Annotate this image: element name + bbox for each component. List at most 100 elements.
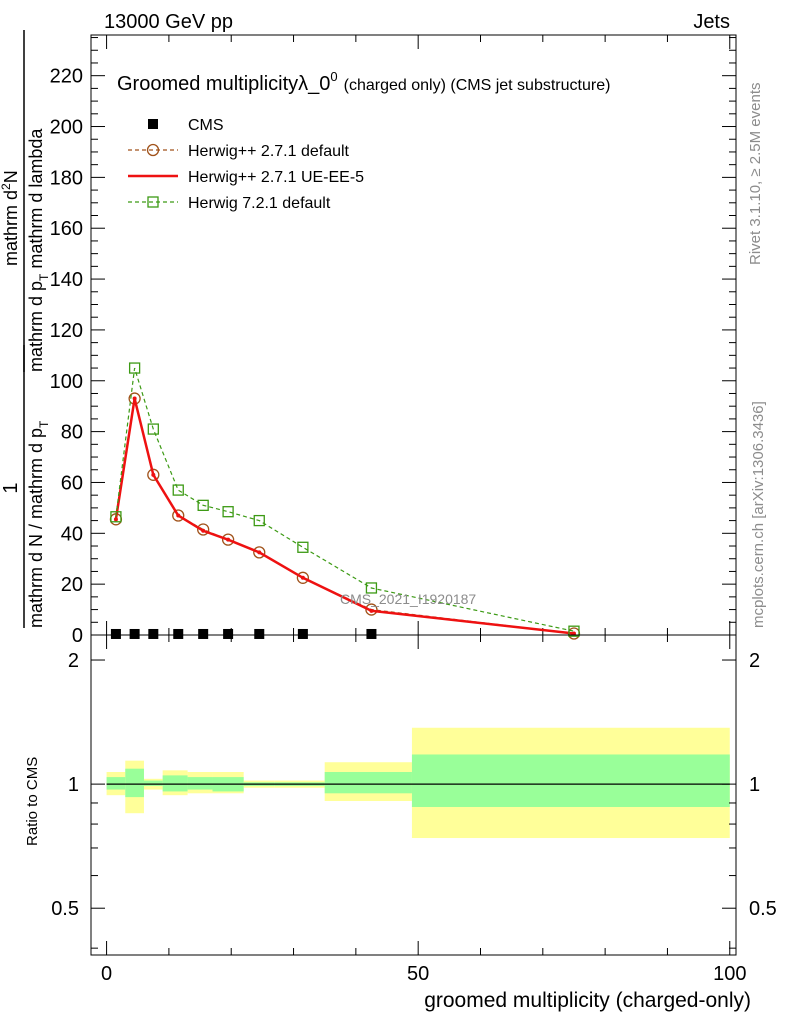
ratio-y-tick-label-right: 2 [749, 650, 760, 672]
series-point-herwigpp-ueee5 [300, 575, 305, 580]
cms-data-point [198, 628, 209, 639]
series-point-herwig7-default [128, 362, 141, 374]
ylabel-denominator-sub: T [37, 273, 51, 281]
ratio-y-tick-label-left: 0.5 [51, 898, 79, 920]
legend: CMS Herwig++ 2.7.1 default Herwig++ 2.7.… [128, 117, 364, 212]
ratio-band-green [324, 772, 412, 794]
series-line-herwigpp-ueee5 [114, 398, 575, 635]
ylabel-denominator: mathrm d pT mathrm d lambda [26, 128, 51, 372]
cms-data-point [148, 628, 159, 639]
series-point-herwigpp-default [253, 546, 266, 559]
title-superscript: 0 [330, 69, 337, 84]
series-point-herwigpp-ueee5 [369, 608, 374, 613]
ratio-y-axis: 0.5 0.5 1 1 2 2 [51, 650, 777, 949]
main-title: Groomed multiplicityλ_00 (charged only) (… [117, 69, 610, 95]
ratio-y-tick-label-right: 1 [749, 774, 760, 796]
analysis-watermark: CMS_2021_I1920187 [340, 591, 476, 607]
series-point-herwigpp-ueee5 [132, 396, 137, 401]
x-axis: 0 50 100 [101, 635, 746, 985]
ylabel-denominator-d: mathrm d p [26, 281, 46, 372]
ylabel-denominator-lambda: mathrm d lambda [26, 128, 46, 274]
cms-data-point [254, 628, 265, 639]
ratio-panel: 0.5 0.5 1 1 2 2 0 50 100 Ratio to CMS groomed m… [24, 634, 777, 1012]
y-tick-label: 140 [50, 269, 83, 291]
ratio-band-green [411, 754, 730, 808]
ratio-band-green [162, 775, 188, 792]
ratio-band-green [143, 780, 163, 786]
ratio-y-tick-label-left: 2 [68, 650, 79, 672]
y-tick-label: 40 [61, 523, 83, 545]
ratio-plot-frame [90, 634, 737, 956]
ylabel-prefactor-numerator: 1 [0, 482, 22, 493]
y-tick-label: 200 [50, 117, 83, 139]
y-tick-label: 0 [72, 625, 83, 647]
series-point-herwigpp-default [172, 509, 185, 522]
ratio-y-tick-label-left: 1 [68, 774, 79, 796]
cms-data-point [173, 628, 184, 639]
series-point-herwig7-default [197, 499, 209, 511]
series-point-herwigpp-ueee5 [176, 513, 181, 518]
ylabel-numerator-sup: 2 [0, 183, 13, 190]
title-main-part: Groomed multiplicity [117, 73, 298, 95]
y-tick-label: 160 [50, 218, 83, 240]
ratio-band-green [106, 777, 126, 790]
x-tick-label: 0 [101, 963, 112, 985]
series-point-herwig7-default [110, 511, 122, 523]
series-point-herwig7-default [365, 582, 378, 594]
cms-data-point [223, 628, 234, 639]
series-point-herwig7-default [297, 541, 309, 553]
ratio-y-tick-label-right: 0.5 [749, 898, 777, 920]
legend-label-herwigpp-default: Herwig++ 2.7.1 default [188, 143, 350, 160]
legend-marker-cms [148, 119, 158, 129]
series-point-herwig7-default [568, 625, 580, 637]
y-tick-label: 100 [50, 371, 83, 393]
ylabel-numerator: mathrm d2N [0, 170, 21, 266]
legend-marker-herwigpp-default [146, 143, 160, 157]
rivet-version-label: Rivet 3.1.10, ≥ 2.5M events [747, 83, 764, 266]
ylabel-numerator-n: N [1, 170, 21, 183]
title-symbol: λ_0 [298, 73, 330, 95]
x-tick-label: 50 [407, 963, 429, 985]
x-tick-label: 100 [713, 963, 746, 985]
title-rest: (charged only) (CMS jet substructure) [344, 77, 611, 94]
series-point-herwigpp-ueee5 [151, 472, 156, 477]
series-point-herwig7-default [222, 506, 234, 518]
series-point-herwigpp-default [221, 533, 235, 546]
ratio-band-green [125, 768, 144, 798]
y-tick-label: 20 [61, 574, 83, 596]
header-left-label: 13000 GeV pp [104, 11, 233, 33]
legend-marker-herwig7-default [147, 196, 159, 208]
main-plot-area [109, 362, 581, 640]
mcplots-reference-label: mcplots.cern.ch [arXiv:1306.3436] [750, 401, 767, 628]
series-point-herwigpp-default [197, 523, 210, 536]
series-point-herwig7-default [172, 484, 184, 496]
legend-label-herwig7-default: Herwig 7.2.1 default [188, 195, 331, 212]
main-y-axis-label: 1 mathrm d N / mathrm d p T mathrm d2N ma… [0, 30, 51, 628]
series-point-herwigpp-ueee5 [257, 550, 262, 555]
y-tick-label: 220 [50, 66, 83, 88]
series-point-herwig7-default [147, 423, 159, 435]
series-point-herwigpp-ueee5 [226, 537, 231, 542]
y-tick-label: 60 [61, 472, 83, 494]
series-point-herwigpp-ueee5 [113, 517, 118, 522]
ratio-band-green [187, 777, 213, 790]
cms-data-point [129, 628, 140, 639]
main-y-axis: 0 20 40 60 80 100 120 140 160 180 200 220 [50, 35, 736, 647]
y-tick-label: 80 [61, 422, 83, 444]
ylabel-prefactor-denominator-main: mathrm d N / mathrm d p [26, 428, 46, 628]
legend-label-herwigpp-ueee5: Herwig++ 2.7.1 UE-EE-5 [188, 169, 364, 186]
ratio-y-axis-label: Ratio to CMS [24, 757, 41, 846]
y-tick-label: 120 [50, 320, 83, 342]
ylabel-numerator-d: mathrm d [1, 190, 21, 266]
series-point-herwig7-default [253, 514, 265, 527]
ratio-bands [106, 727, 730, 839]
series-point-herwigpp-default [296, 571, 310, 584]
series-line-herwig7-default [115, 367, 575, 632]
cms-data-point [110, 628, 121, 639]
series-point-herwigpp-ueee5 [201, 528, 206, 533]
cms-data-point [366, 628, 377, 639]
y-tick-label: 180 [50, 167, 83, 189]
cms-data-point [297, 628, 308, 639]
